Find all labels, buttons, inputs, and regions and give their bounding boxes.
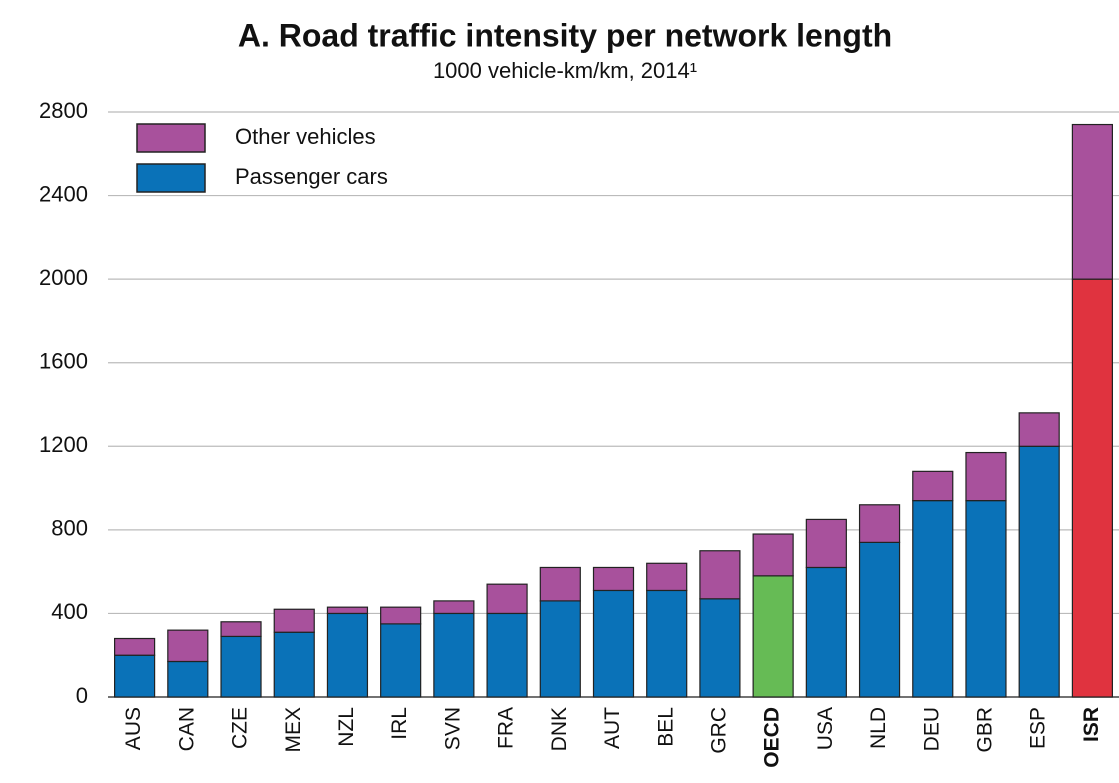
- bar-segment: [539, 600, 581, 698]
- y-tick-label: 800: [51, 516, 88, 541]
- bar-segment: [592, 589, 635, 698]
- bar-segment: [805, 518, 847, 569]
- y-tick-label: 400: [51, 599, 88, 624]
- bar-segment: [220, 635, 262, 698]
- y-tick-label: 2400: [39, 181, 88, 206]
- bar-segment: [380, 623, 422, 698]
- bar-segment: [805, 566, 847, 698]
- bar-segment: [965, 451, 1007, 502]
- x-tick-label: DNK: [548, 707, 571, 751]
- x-tick-label: IRL: [388, 707, 411, 740]
- bar-segment: [273, 631, 315, 698]
- bar-segment: [220, 621, 262, 638]
- bar-segment: [592, 566, 635, 592]
- x-tick-label: BEL: [654, 707, 677, 747]
- legend-swatch: [136, 163, 206, 193]
- bar-segment: [646, 589, 688, 698]
- x-tick-label: FRA: [495, 707, 518, 749]
- bar-segment: [1071, 123, 1113, 280]
- x-tick-label: GBR: [974, 707, 997, 753]
- x-tick-label: USA: [814, 707, 837, 750]
- x-tick-label: AUS: [122, 707, 145, 750]
- x-tick-label: DEU: [920, 707, 943, 751]
- legend-swatch: [136, 123, 206, 153]
- bar-segment: [1071, 278, 1113, 698]
- bar-segment: [912, 500, 954, 698]
- bar-segment: [1018, 445, 1060, 698]
- x-tick-label: NZL: [335, 707, 358, 747]
- bar-segment: [326, 606, 369, 615]
- x-tick-label: ESP: [1027, 707, 1050, 749]
- bar-segment: [912, 470, 954, 502]
- legend-label: Other vehicles: [235, 124, 376, 149]
- y-tick-label: 0: [76, 683, 88, 708]
- y-tick-label: 1200: [39, 432, 88, 457]
- bar-segment: [1018, 412, 1060, 447]
- bar-segment: [699, 598, 741, 698]
- chart-title: A. Road traffic intensity per network le…: [238, 17, 892, 53]
- y-tick-label: 2000: [39, 265, 88, 290]
- bar-segment: [273, 608, 315, 633]
- legend-label: Passenger cars: [235, 164, 388, 189]
- bar-segment: [433, 612, 475, 698]
- bar-segment: [433, 600, 475, 615]
- y-tick-label: 2800: [39, 98, 88, 123]
- bar-segment: [380, 606, 422, 625]
- x-tick-label: AUT: [601, 707, 624, 749]
- x-tick-label: NLD: [867, 707, 890, 749]
- x-tick-label: OECD: [761, 707, 784, 768]
- x-tick-label: GRC: [707, 707, 730, 754]
- bar-segment: [752, 533, 794, 577]
- bar-segment: [646, 562, 688, 592]
- bar-segment: [752, 575, 794, 698]
- x-tick-label: ISR: [1080, 707, 1103, 742]
- x-tick-label: MEX: [282, 707, 305, 753]
- bar-segment: [167, 660, 209, 698]
- chart-subtitle: 1000 vehicle-km/km, 2014¹: [433, 58, 697, 83]
- bar-segment: [539, 566, 581, 602]
- x-tick-label: CAN: [175, 707, 198, 751]
- y-tick-label: 1600: [39, 349, 88, 374]
- bar-segment: [858, 541, 901, 698]
- bar-segment: [699, 550, 741, 600]
- bar-segment: [167, 629, 209, 663]
- bar-segment: [114, 654, 156, 698]
- x-tick-label: SVN: [441, 707, 464, 750]
- bar-segment: [114, 637, 156, 656]
- bar-segment: [486, 583, 528, 615]
- bar-segment: [965, 500, 1007, 698]
- x-tick-label: CZE: [229, 707, 252, 749]
- bar-segment: [326, 612, 369, 698]
- bar-segment: [858, 504, 901, 543]
- bar-segment: [486, 612, 528, 698]
